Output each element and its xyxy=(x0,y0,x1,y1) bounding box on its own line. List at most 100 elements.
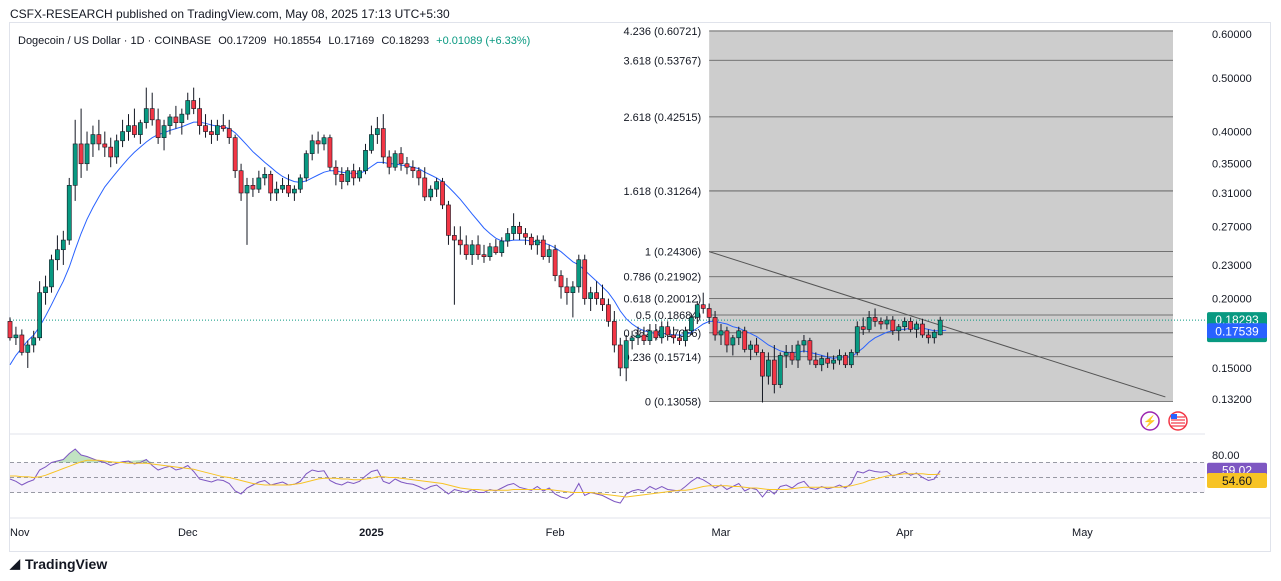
candle-body xyxy=(49,259,54,288)
candle-body xyxy=(700,304,706,309)
candle-body xyxy=(890,319,896,332)
rsi-line xyxy=(9,448,941,504)
candle-body xyxy=(232,137,238,172)
price-axis-tick: 0.13200 xyxy=(1212,394,1252,406)
candle-body xyxy=(570,286,576,293)
fib-level-label: 1 (0.24306) xyxy=(645,247,701,259)
candle-body xyxy=(434,181,439,190)
candle-body xyxy=(226,128,232,138)
candle-body xyxy=(143,108,149,123)
candle-body xyxy=(499,240,505,253)
candle-body xyxy=(677,337,682,341)
candle-body xyxy=(386,156,392,168)
time-axis-tick: Mar xyxy=(712,527,731,539)
candle-body xyxy=(576,259,582,288)
candle-body xyxy=(203,125,208,132)
candle-body xyxy=(452,235,457,241)
price-axis-tick: 0.35000 xyxy=(1212,159,1252,171)
candle-body xyxy=(126,125,131,132)
fib-level-label: 4.236 (0.60721) xyxy=(623,26,701,38)
candle-body xyxy=(724,330,730,346)
candle-body xyxy=(754,344,759,353)
candle-body xyxy=(274,188,279,194)
candle-body xyxy=(712,317,718,336)
candle-body xyxy=(760,352,765,377)
candle-body xyxy=(783,352,789,356)
candle-body xyxy=(926,334,931,339)
candle-body xyxy=(748,344,753,350)
candle-body xyxy=(665,326,671,336)
candle-body xyxy=(523,233,528,238)
candle-body xyxy=(463,244,469,255)
rsi-ma-value-badge-bg xyxy=(1207,473,1267,489)
candle-body xyxy=(801,340,807,346)
candle-body xyxy=(558,275,564,288)
candle-body xyxy=(534,239,540,246)
candle-body xyxy=(629,337,635,341)
price-axis-tick: 0.50000 xyxy=(1212,73,1252,85)
candle-body xyxy=(795,344,801,361)
rsi-ma-value-badge: 54.60 xyxy=(1207,473,1267,489)
candle-body xyxy=(789,352,795,361)
candle-body xyxy=(155,119,161,138)
candle-body xyxy=(831,359,836,364)
candle-body xyxy=(505,233,511,242)
change-value: +0.01089 (+6.33%) xyxy=(436,35,531,47)
candle-body xyxy=(262,174,268,179)
us-flag-icon xyxy=(1168,411,1188,431)
candle-body xyxy=(292,188,297,194)
candle-body xyxy=(303,153,309,179)
candle-body xyxy=(617,344,623,369)
candle-body xyxy=(7,321,13,339)
candle-body xyxy=(84,143,90,165)
candle-body xyxy=(659,326,665,339)
fibonacci-extension-zone xyxy=(709,30,1173,402)
candle-body xyxy=(297,177,303,190)
symbol-name[interactable]: Dogecoin / US Dollar · 1D · COINBASE xyxy=(18,35,212,47)
candle-body xyxy=(410,166,416,172)
candle-body xyxy=(647,330,653,341)
candle-body xyxy=(137,122,143,135)
fib-level-label: 0.236 (0.15714) xyxy=(623,352,701,364)
candle-body xyxy=(78,143,84,165)
candle-body xyxy=(167,116,173,126)
ma-value-badge-text: 0.17539 xyxy=(1215,324,1259,338)
time-axis-tick: Dec xyxy=(178,527,198,539)
candle-body xyxy=(380,128,386,158)
candle-body xyxy=(517,225,522,234)
candle-body xyxy=(60,239,66,251)
candle-body xyxy=(843,355,848,366)
candle-body xyxy=(185,100,191,115)
candle-body xyxy=(440,181,445,206)
candle-body xyxy=(718,330,724,336)
time-axis-tick: Feb xyxy=(546,527,565,539)
candle-body xyxy=(13,334,19,339)
candle-body xyxy=(896,326,902,332)
candle-body xyxy=(819,358,825,366)
candle-body xyxy=(594,292,599,299)
candle-body xyxy=(552,249,558,276)
fib-level-label: 0.618 (0.20012) xyxy=(623,293,701,305)
fib-level-label: 2.618 (0.42515) xyxy=(623,112,701,124)
candle-body xyxy=(416,170,422,179)
us-flag-canton xyxy=(1171,414,1177,419)
candle-body xyxy=(606,304,611,322)
candle-body xyxy=(446,204,451,236)
candle-body xyxy=(878,321,884,325)
ma-value-badge: 0.17539 xyxy=(1207,323,1267,339)
lightning-icon: ⚡ xyxy=(1140,411,1160,431)
price-axis-tick: 0.15000 xyxy=(1212,363,1252,375)
candle-body xyxy=(31,337,37,346)
price-axis-tick: 0.20000 xyxy=(1212,294,1252,306)
candle-body xyxy=(511,225,516,234)
candle-body xyxy=(132,125,137,135)
candle-body xyxy=(327,137,333,168)
tradingview-footer[interactable]: ◢ TradingView xyxy=(10,556,107,572)
candle-body xyxy=(600,298,605,306)
ma-value-badge-bg xyxy=(1207,323,1267,339)
candle-body xyxy=(96,134,102,145)
candle-body xyxy=(114,140,120,158)
fib-level-label: 0 (0.13058) xyxy=(645,396,701,408)
candle-body xyxy=(43,286,48,293)
